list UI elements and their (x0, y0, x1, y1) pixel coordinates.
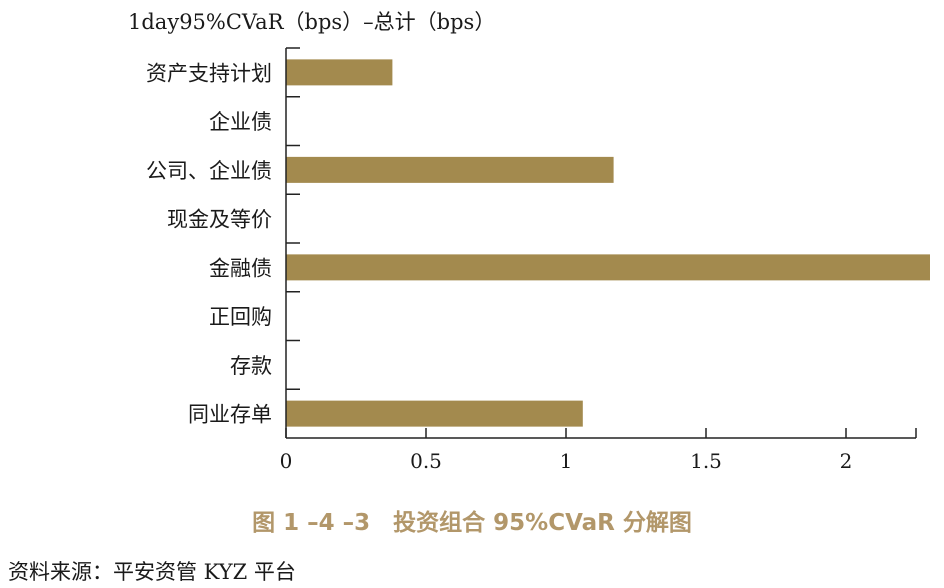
category-label-3: 现金及等价 (167, 208, 272, 232)
category-label-6: 存款 (230, 354, 272, 378)
category-label-7: 同业存单 (188, 403, 272, 427)
axes-group (285, 47, 917, 439)
x-tick-label-1: 0.5 (410, 449, 442, 473)
category-label-1: 企业债 (209, 110, 272, 134)
x-tick-label-3: 1.5 (690, 449, 722, 473)
bar-7 (286, 400, 583, 427)
category-label-2: 公司、企业债 (146, 159, 272, 183)
x-tick-label-0: 0 (280, 449, 293, 473)
category-label-4: 金融债 (209, 256, 272, 280)
bars-group (286, 59, 930, 427)
bar-4 (286, 254, 930, 281)
bar-0 (286, 59, 393, 86)
tick-labels: 0 0.5 1 1.5 2 (280, 449, 853, 473)
bar-2 (286, 156, 614, 183)
source-note: 资料来源：平安资管 KYZ 平台 (8, 560, 296, 584)
figure-caption: 图 1 –4 –3 投资组合 95%CVaR 分解图 (252, 510, 692, 536)
category-label-0: 资产支持计划 (146, 61, 272, 85)
x-tick-label-2: 1 (560, 449, 573, 473)
category-label-5: 正回购 (209, 305, 272, 329)
x-tick-label-4: 2 (840, 449, 853, 473)
chart-title: 1day95%CVaR（bps）–总计（bps） (128, 10, 496, 34)
